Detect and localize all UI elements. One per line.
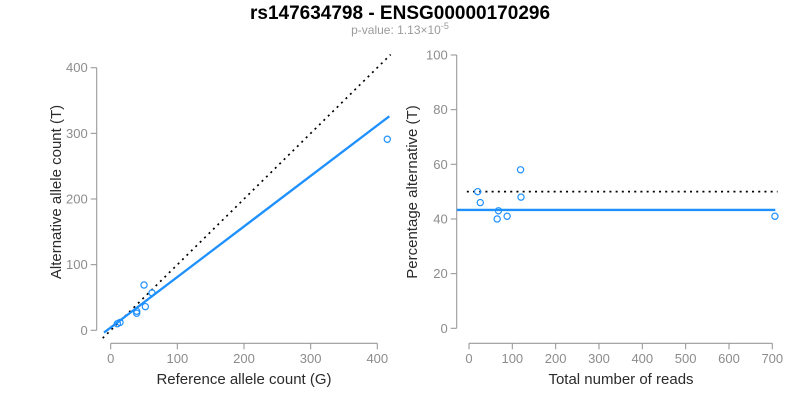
y-tick-label: 40 xyxy=(433,211,447,226)
x-tick-label: 500 xyxy=(675,351,697,366)
pvalue-exponent: -5 xyxy=(441,21,449,31)
data-point xyxy=(771,212,779,220)
x-tick-label: 0 xyxy=(465,351,472,366)
data-point xyxy=(517,193,525,201)
panel-right: 0 20 40 60 80 100 0 100 200 300 400 500 600 700 Total … xyxy=(404,48,783,389)
x-tick-label: 200 xyxy=(545,351,567,366)
x-tick-label: 100 xyxy=(501,351,523,366)
x-tick-label: 400 xyxy=(366,351,388,366)
fit-line xyxy=(103,115,390,334)
y-tick-label: 20 xyxy=(433,266,447,281)
x-tick-label: 400 xyxy=(631,351,653,366)
data-point xyxy=(132,307,141,315)
data-point xyxy=(116,318,124,327)
figure-subtitle: p-value: 1.13×10-5 xyxy=(351,21,449,37)
figure-title: rs147634798 - ENSG00000170296 xyxy=(250,3,550,24)
data-point xyxy=(476,198,484,207)
data-point xyxy=(493,215,501,223)
x-tick-label: 100 xyxy=(166,351,188,366)
y-tick-label: 400 xyxy=(66,60,88,75)
data-point xyxy=(148,289,156,297)
y-tick-label: 300 xyxy=(66,126,88,141)
x-tick-label: 700 xyxy=(761,351,783,366)
pvalue-text: p-value: 1.13×10 xyxy=(351,23,441,37)
x-tick-label: 200 xyxy=(233,351,255,366)
data-point xyxy=(383,135,391,143)
y-tick-label: 100 xyxy=(426,48,448,63)
x-tick-label: 300 xyxy=(300,351,322,366)
y-tick-label: 0 xyxy=(80,323,87,338)
data-point xyxy=(141,302,150,311)
data-point xyxy=(516,166,525,174)
y-tick-label: 60 xyxy=(433,157,447,172)
y-tick-label: 0 xyxy=(440,321,447,336)
panel-left: 0 100 200 300 400 0 100 200 300 400 Reference alle… xyxy=(48,53,392,388)
x-tick-label: 600 xyxy=(718,351,740,366)
y-tick-label: 80 xyxy=(433,102,447,117)
y-tick-label: 200 xyxy=(66,192,88,207)
x-axis-title: Reference allele count (G) xyxy=(156,371,331,388)
y-axis-title: Alternative allele count (T) xyxy=(48,105,65,279)
data-point xyxy=(494,207,503,215)
data-point xyxy=(503,212,511,220)
y-axis-title: Percentage alternative (T) xyxy=(404,105,421,278)
x-axis-title: Total number of reads xyxy=(548,371,693,388)
y-tick-label: 100 xyxy=(66,257,88,272)
x-tick-label: 300 xyxy=(588,351,610,366)
identity-line xyxy=(102,53,392,339)
data-point xyxy=(140,281,148,289)
x-tick-label: 0 xyxy=(107,351,114,366)
data-point xyxy=(473,187,482,196)
